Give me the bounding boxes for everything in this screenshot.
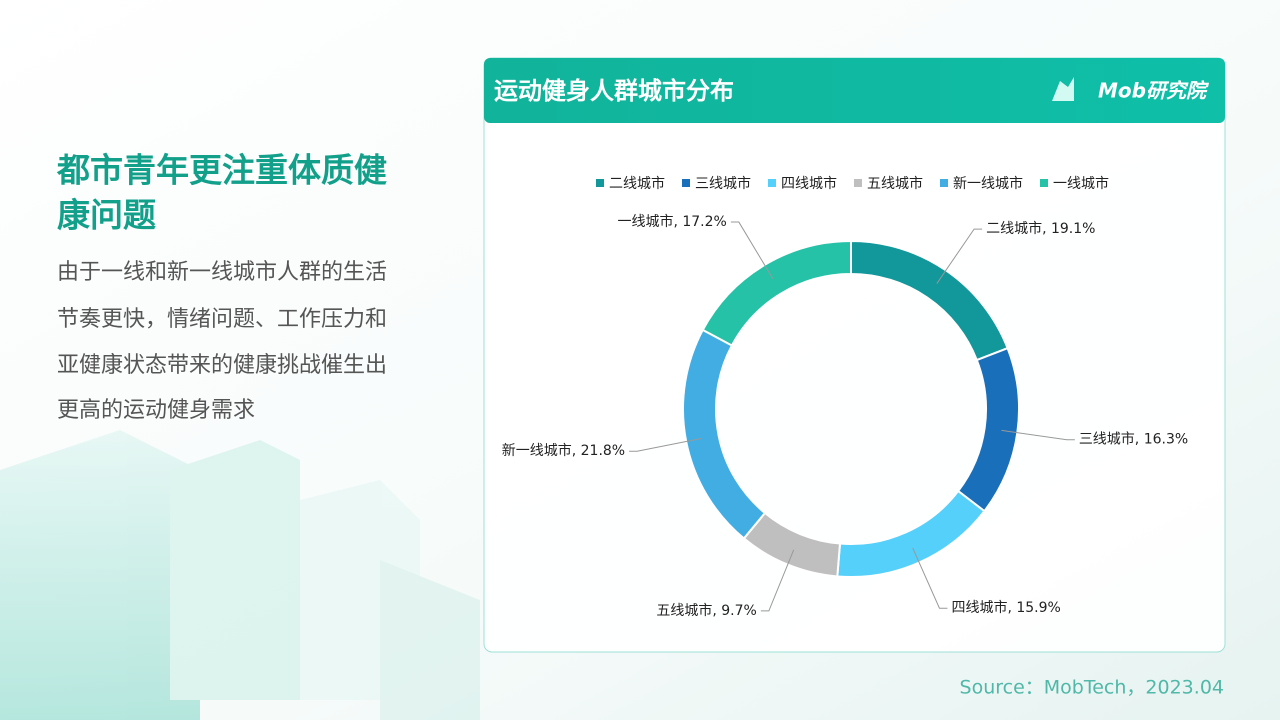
- brand-logo: [1052, 77, 1074, 101]
- data-label: 三线城市, 16.3%: [1079, 431, 1188, 448]
- data-label: 四线城市, 15.9%: [951, 599, 1060, 616]
- body-text: 节奏更快，情绪问题、工作压力和: [57, 307, 387, 332]
- data-label: 五线城市, 9.7%: [656, 602, 756, 619]
- brand: Mob研究院: [1098, 79, 1210, 103]
- leader-line: [629, 437, 702, 452]
- leader-line: [730, 221, 774, 279]
- donut-segment: [701, 239, 852, 347]
- leader-line: [760, 549, 795, 612]
- chart: 二线城市, 19.1% 三线城市, 16.3% 四线城市, 15.9% 五线城市, 9…: [502, 175, 1188, 619]
- data-label: 一线城市, 17.2%: [617, 213, 726, 230]
- legend-swatch: [596, 179, 604, 187]
- source: Source：MobTech，2023.04: [960, 677, 1224, 699]
- body-text: 更高的运动健身需求: [57, 398, 255, 423]
- leader-line: [1001, 429, 1075, 441]
- data-label: 二线城市, 19.1%: [986, 220, 1095, 237]
- legend-label: 二线城市: [609, 175, 665, 192]
- heading: 康问题: [57, 196, 156, 235]
- body-text: 亚健康状态带来的健康挑战催生出: [57, 353, 387, 378]
- decoration: [0, 430, 480, 720]
- legend-label: 新一线城市: [953, 175, 1023, 192]
- legend-swatch: [1040, 179, 1048, 187]
- legend-swatch: [768, 179, 776, 187]
- card-header: [484, 58, 1225, 123]
- legend-label: 五线城市: [867, 175, 923, 192]
- leader-line: [936, 228, 983, 284]
- legend-swatch: [682, 179, 690, 187]
- legend-label: 一线城市: [1053, 175, 1109, 192]
- legend-label: 三线城市: [695, 175, 751, 192]
- body-text: 由于一线和新一线城市人群的生活: [57, 260, 387, 285]
- legend-swatch: [940, 179, 948, 187]
- heading: 都市青年更注重体质健: [56, 151, 387, 190]
- legend-label: 四线城市: [781, 175, 837, 192]
- leader-line: [912, 547, 948, 609]
- chart-title: 运动健身人群城市分布: [494, 77, 734, 105]
- legend-swatch: [854, 179, 862, 187]
- data-label: 新一线城市, 21.8%: [502, 442, 625, 459]
